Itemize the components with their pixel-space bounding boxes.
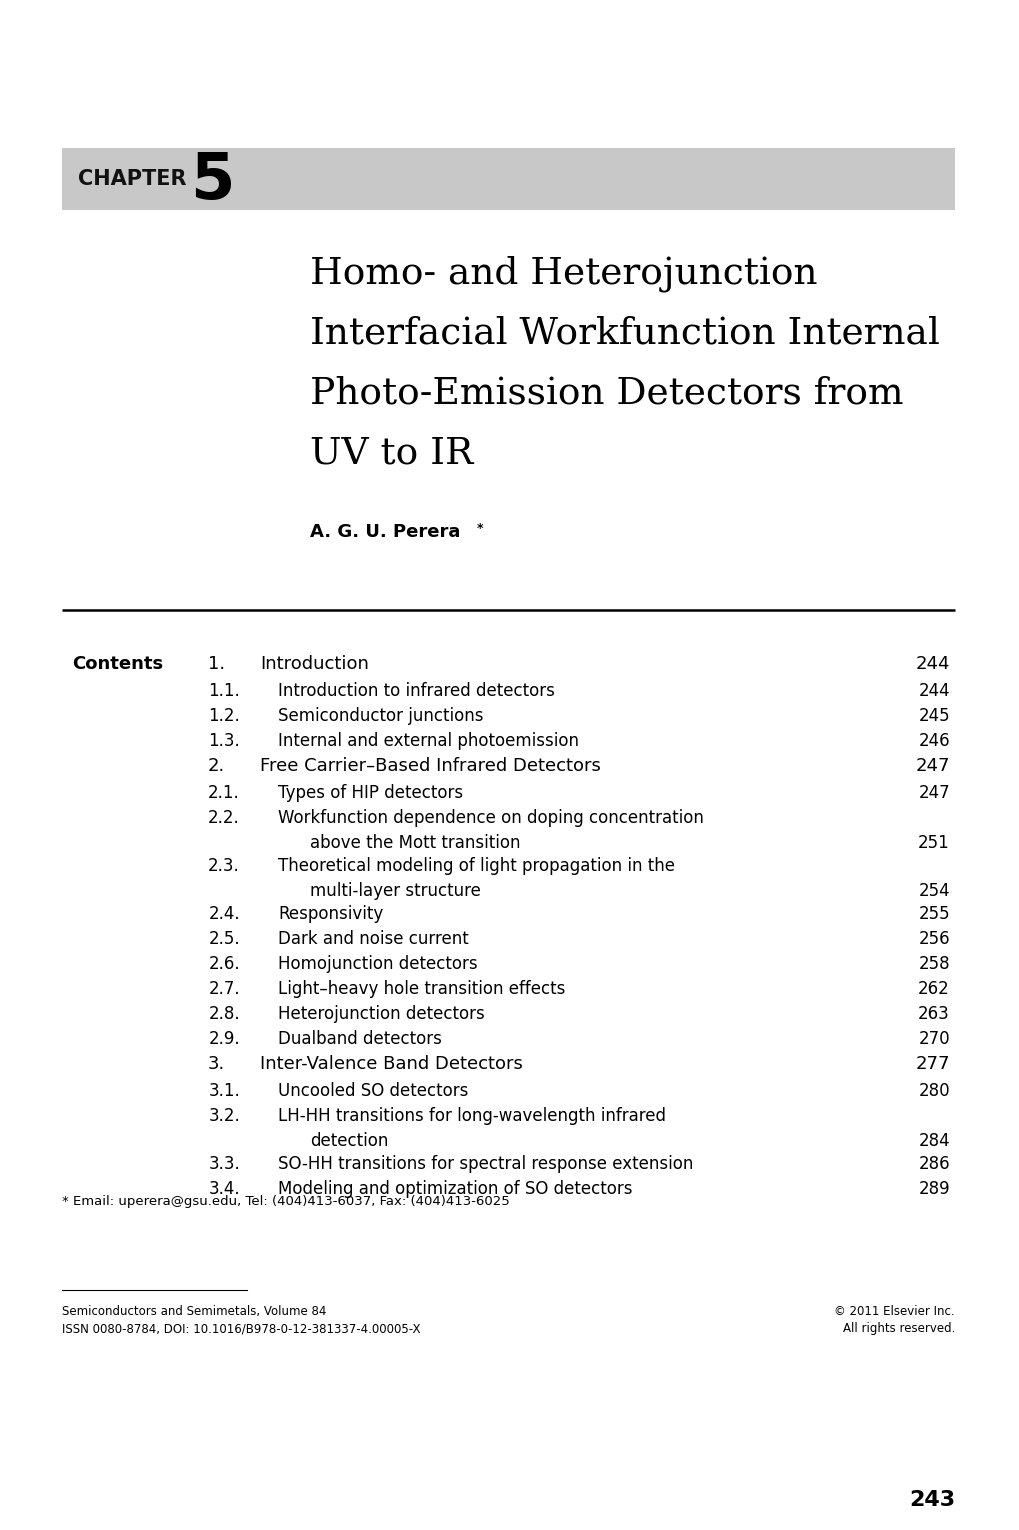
Text: 286: 286	[917, 1155, 949, 1174]
Bar	[62, 148, 954, 210]
Text: Dark and noise current: Dark and noise current	[278, 930, 469, 949]
Text: 243: 243	[908, 1490, 954, 1510]
Text: 258: 258	[917, 955, 949, 973]
Text: 2.6.: 2.6.	[208, 955, 239, 973]
Text: Internal and external photoemission: Internal and external photoemission	[278, 731, 579, 750]
Text: 3.3.: 3.3.	[208, 1155, 239, 1174]
Text: 1.3.: 1.3.	[208, 731, 239, 750]
Text: A. G. U. Perera: A. G. U. Perera	[310, 523, 460, 542]
Text: 270: 270	[917, 1030, 949, 1048]
Text: detection: detection	[310, 1132, 388, 1151]
Text: 3.: 3.	[208, 1056, 225, 1073]
Text: Uncooled SO detectors: Uncooled SO detectors	[278, 1082, 468, 1100]
Text: * Email: uperera@gsu.edu, Tel: (404)413-6037, Fax: (404)413-6025: * Email: uperera@gsu.edu, Tel: (404)413-…	[62, 1195, 510, 1209]
Text: Homo- and Heterojunction: Homo- and Heterojunction	[310, 256, 816, 292]
Text: 2.3.: 2.3.	[208, 857, 239, 875]
Text: 1.2.: 1.2.	[208, 707, 239, 725]
Text: Workfunction dependence on doping concentration: Workfunction dependence on doping concen…	[278, 809, 703, 828]
Text: 247: 247	[917, 783, 949, 802]
Text: 246: 246	[917, 731, 949, 750]
Text: 244: 244	[915, 655, 949, 673]
Text: 3.1.: 3.1.	[208, 1082, 239, 1100]
Text: UV to IR: UV to IR	[310, 435, 473, 471]
Text: 3.2.: 3.2.	[208, 1108, 239, 1125]
Text: Semiconductor junctions: Semiconductor junctions	[278, 707, 483, 725]
Text: 5: 5	[190, 150, 234, 213]
Text: Semiconductors and Semimetals, Volume 84: Semiconductors and Semimetals, Volume 84	[62, 1305, 326, 1317]
Text: Theoretical modeling of light propagation in the: Theoretical modeling of light propagatio…	[278, 857, 675, 875]
Text: *: *	[477, 522, 483, 536]
Text: 251: 251	[917, 834, 949, 852]
Text: Introduction: Introduction	[260, 655, 369, 673]
Text: Homojunction detectors: Homojunction detectors	[278, 955, 477, 973]
Text: Introduction to infrared detectors: Introduction to infrared detectors	[278, 682, 554, 701]
Text: ISSN 0080-8784, DOI: 10.1016/B978-0-12-381337-4.00005-X: ISSN 0080-8784, DOI: 10.1016/B978-0-12-3…	[62, 1322, 420, 1336]
Text: LH-HH transitions for long-wavelength infrared: LH-HH transitions for long-wavelength in…	[278, 1108, 665, 1125]
Text: 289: 289	[917, 1180, 949, 1198]
Text: Photo-Emission Detectors from: Photo-Emission Detectors from	[310, 375, 903, 412]
Text: 1.1.: 1.1.	[208, 682, 239, 701]
Text: Free Carrier–Based Infrared Detectors: Free Carrier–Based Infrared Detectors	[260, 757, 600, 776]
Text: 2.5.: 2.5.	[208, 930, 239, 949]
Text: 1.: 1.	[208, 655, 225, 673]
Text: 254: 254	[917, 881, 949, 900]
Text: © 2011 Elsevier Inc.: © 2011 Elsevier Inc.	[834, 1305, 954, 1317]
Text: Interfacial Workfunction Internal: Interfacial Workfunction Internal	[310, 315, 938, 350]
Text: Heterojunction detectors: Heterojunction detectors	[278, 1005, 484, 1024]
Text: Dualband detectors: Dualband detectors	[278, 1030, 441, 1048]
Text: 284: 284	[917, 1132, 949, 1151]
Text: 2.8.: 2.8.	[208, 1005, 239, 1024]
Text: 2.7.: 2.7.	[208, 981, 239, 998]
Text: All rights reserved.: All rights reserved.	[842, 1322, 954, 1336]
Text: 262: 262	[917, 981, 949, 998]
Text: 2.4.: 2.4.	[208, 906, 239, 923]
Text: Modeling and optimization of SO detectors: Modeling and optimization of SO detector…	[278, 1180, 632, 1198]
Text: Responsivity: Responsivity	[278, 906, 383, 923]
Text: Inter-Valence Band Detectors: Inter-Valence Band Detectors	[260, 1056, 523, 1073]
Text: Light–heavy hole transition effects: Light–heavy hole transition effects	[278, 981, 565, 998]
Text: above the Mott transition: above the Mott transition	[310, 834, 520, 852]
Text: CHAPTER: CHAPTER	[77, 168, 186, 190]
Text: SO-HH transitions for spectral response extension: SO-HH transitions for spectral response …	[278, 1155, 693, 1174]
Text: 2.2.: 2.2.	[208, 809, 239, 828]
Text: 245: 245	[917, 707, 949, 725]
Text: 256: 256	[917, 930, 949, 949]
Text: Types of HIP detectors: Types of HIP detectors	[278, 783, 463, 802]
Text: 247: 247	[915, 757, 949, 776]
Text: multi-layer structure: multi-layer structure	[310, 881, 480, 900]
Text: 263: 263	[917, 1005, 949, 1024]
Text: 255: 255	[917, 906, 949, 923]
Text: 2.1.: 2.1.	[208, 783, 239, 802]
Text: 280: 280	[917, 1082, 949, 1100]
Text: 244: 244	[917, 682, 949, 701]
Text: 2.9.: 2.9.	[208, 1030, 239, 1048]
Text: 3.4.: 3.4.	[208, 1180, 239, 1198]
Text: Contents: Contents	[72, 655, 163, 673]
Text: 277: 277	[915, 1056, 949, 1073]
Text: 2.: 2.	[208, 757, 225, 776]
